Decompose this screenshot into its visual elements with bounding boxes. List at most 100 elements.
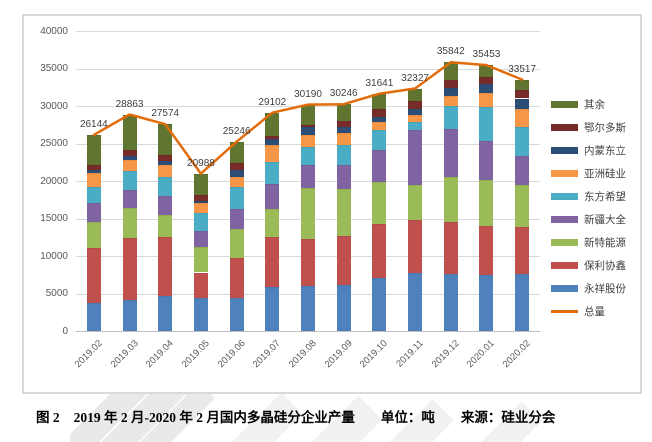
bar-segment-保利协鑫: [336, 235, 351, 285]
bar-segment-鄂尔多斯: [193, 194, 208, 201]
bar-segment-内蒙东立: [372, 116, 387, 122]
legend-label: 东方希望: [584, 191, 626, 203]
legend-item-新疆大全: 新疆大全: [551, 208, 626, 231]
bar-segment-永祥股份: [408, 273, 423, 331]
bar-segment-亚洲硅业: [408, 114, 423, 123]
bar-segment-鄂尔多斯: [301, 125, 315, 127]
bar-segment-保利协鑫: [158, 237, 173, 296]
caption-source: 来源：硅业分会: [460, 410, 556, 425]
bar-segment-鄂尔多斯: [122, 149, 137, 156]
bar-segment-亚洲硅业: [443, 95, 458, 106]
total-data-label: 26144: [79, 118, 108, 130]
caption-title: 2019 年 2 月-2020 年 2 月国内多晶硅分企业产量: [73, 410, 355, 425]
y-axis-tick-label: 15000: [40, 213, 68, 224]
legend-item-东方希望: 东方希望: [551, 185, 626, 208]
bar-segment-新特能源: [372, 182, 387, 224]
bar-segment-永祥股份: [443, 274, 458, 331]
bar-segment-新疆大全: [301, 164, 315, 189]
legend-label: 鄂尔多斯: [584, 122, 626, 134]
bar-segment-保利协鑫: [515, 226, 530, 275]
total-data-label: 35842: [436, 46, 465, 58]
bar-segment-新特能源: [122, 208, 137, 239]
legend-swatch-东方希望: [551, 193, 578, 200]
bar-segment-新疆大全: [479, 141, 494, 181]
bar-segment-鄂尔多斯: [515, 90, 530, 99]
bar-segment-保利协鑫: [86, 247, 101, 304]
total-data-label: 35453: [472, 49, 501, 61]
bar-segment-亚洲硅业: [158, 165, 173, 178]
x-axis-line: [76, 331, 540, 332]
legend-label: 内蒙东立: [584, 145, 626, 157]
bar-segment-鄂尔多斯: [408, 101, 423, 109]
bar-segment-永祥股份: [515, 274, 530, 331]
bar-segment-鄂尔多斯: [372, 108, 387, 117]
bar-segment-内蒙东立: [336, 127, 351, 133]
y-axis-tick-label: 40000: [40, 25, 68, 37]
bar-segment-新特能源: [229, 229, 244, 259]
bar-segment-其余: [158, 124, 173, 156]
bar-segment-永祥股份: [372, 277, 387, 331]
legend-swatch-永祥股份: [551, 285, 578, 292]
bar-segment-其余: [193, 173, 208, 195]
bar-segment-内蒙东立: [229, 170, 244, 178]
bar-segment-新疆大全: [408, 129, 423, 186]
bar-segment-东方希望: [515, 127, 530, 157]
bar-segment-永祥股份: [336, 284, 351, 331]
bar-segment-其余: [372, 93, 387, 109]
bar-segment-其余: [336, 104, 351, 122]
bar-segment-永祥股份: [158, 295, 173, 331]
bar-segment-新特能源: [86, 221, 101, 248]
bar-segment-东方希望: [193, 212, 208, 232]
legend-swatch-亚洲硅业: [551, 170, 578, 177]
legend-swatch-新特能源: [551, 239, 578, 246]
bar-segment-新疆大全: [515, 156, 530, 185]
bar-segment-东方希望: [408, 122, 423, 130]
bar-segment-新疆大全: [158, 196, 173, 215]
bar-segment-其余: [479, 65, 494, 77]
bar-segment-东方希望: [336, 144, 351, 165]
y-axis-tick-label: 25000: [40, 138, 68, 149]
legend-item-保利协鑫: 保利协鑫: [551, 254, 626, 277]
bar-segment-其余: [265, 112, 280, 137]
y-axis-tick-label: 35000: [40, 63, 68, 74]
bar-segment-鄂尔多斯: [479, 76, 494, 85]
bar-segment-内蒙东立: [86, 169, 101, 174]
bar-segment-永祥股份: [479, 275, 494, 331]
bar-segment-鄂尔多斯: [86, 165, 101, 170]
y-axis-tick-label: 20000: [40, 175, 68, 187]
bar-segment-其余: [122, 114, 137, 150]
total-data-label: 28863: [115, 98, 144, 110]
bar-segment-亚洲硅业: [86, 173, 101, 188]
bar-segment-新特能源: [408, 185, 423, 220]
bar-segment-东方希望: [265, 162, 280, 184]
total-data-label: 29102: [258, 96, 287, 108]
bar-segment-东方希望: [443, 105, 458, 130]
bar-segment-内蒙东立: [479, 84, 494, 94]
legend-item-亚洲硅业: 亚洲硅业: [551, 162, 626, 185]
bar-segment-新特能源: [479, 180, 494, 226]
bar-segment-新疆大全: [265, 183, 280, 209]
bar-segment-永祥股份: [229, 298, 244, 331]
legend-label: 亚洲硅业: [584, 168, 626, 180]
bar-segment-永祥股份: [122, 300, 137, 331]
bar-segment-永祥股份: [265, 286, 280, 331]
bar-segment-保利协鑫: [265, 237, 280, 287]
bar-segment-其余: [443, 62, 458, 80]
legend-item-鄂尔多斯: 鄂尔多斯: [551, 116, 626, 139]
bar-segment-亚洲硅业: [301, 134, 315, 147]
bar-segment-内蒙东立: [408, 108, 423, 115]
legend-item-永祥股份: 永祥股份: [551, 277, 626, 300]
bar-segment-新疆大全: [122, 189, 137, 208]
legend-label: 总量: [584, 306, 605, 318]
total-data-label: 31641: [365, 77, 394, 89]
chart-legend: 其余 鄂尔多斯 内蒙东立 亚洲硅业 东方希望 新疆大全 新特能源 保利协鑫 永祥股份 总量: [551, 93, 626, 323]
bar-segment-亚洲硅业: [479, 93, 494, 107]
bar-segment-新疆大全: [443, 129, 458, 178]
legend-label: 新疆大全: [584, 214, 626, 226]
legend-swatch-鄂尔多斯: [551, 124, 578, 131]
total-data-label: 32327: [401, 72, 429, 84]
bar-segment-东方希望: [372, 129, 387, 151]
bar-segment-内蒙东立: [122, 155, 137, 160]
bar-segment-永祥股份: [301, 286, 315, 331]
